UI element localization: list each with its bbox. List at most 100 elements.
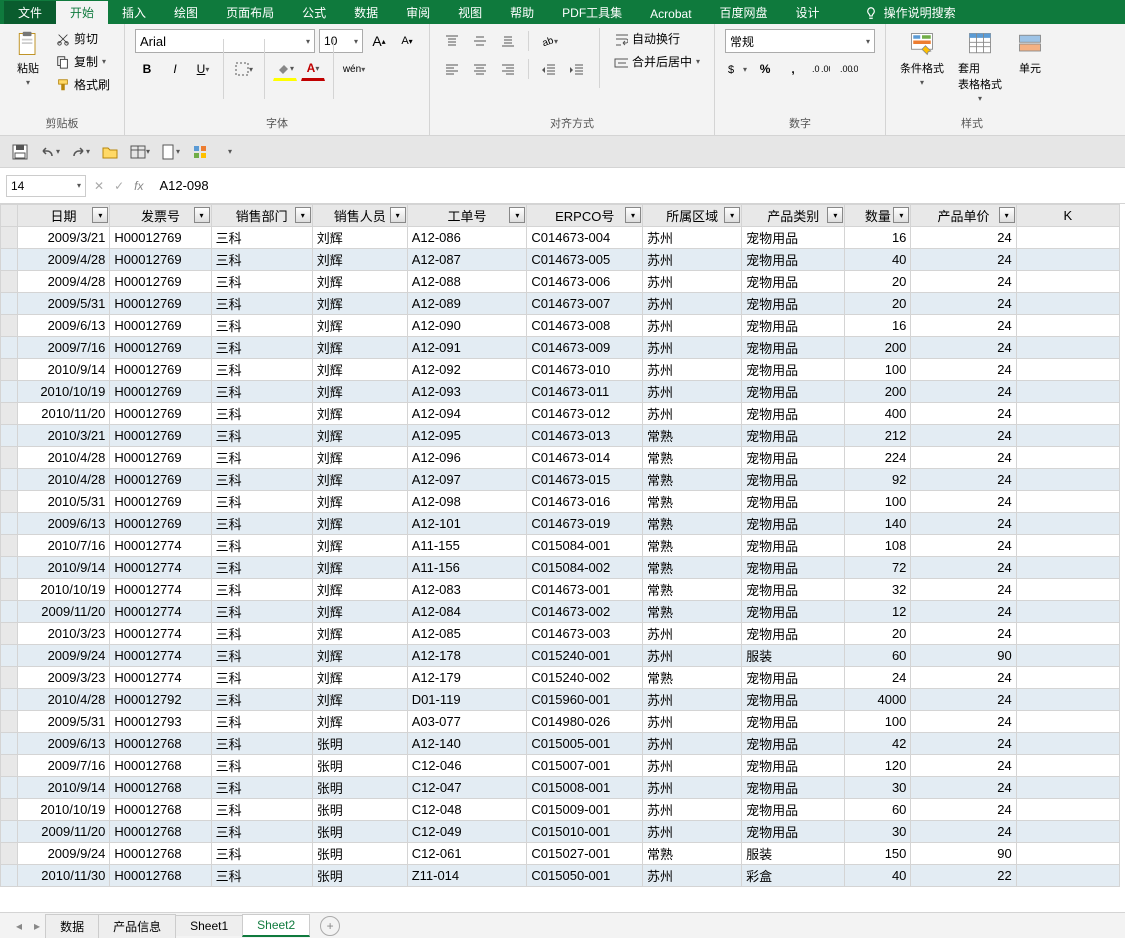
cell[interactable]: C014673-008 <box>527 315 643 337</box>
row-header[interactable] <box>1 293 18 315</box>
cell[interactable]: H00012769 <box>110 425 211 447</box>
cell[interactable]: C014673-006 <box>527 271 643 293</box>
column-header[interactable]: 所属区域▾ <box>643 205 742 227</box>
tab-acrobat[interactable]: Acrobat <box>636 4 705 24</box>
cell[interactable]: 2009/7/16 <box>17 337 110 359</box>
cell[interactable]: 2010/11/20 <box>17 403 110 425</box>
cell[interactable]: 2010/10/19 <box>17 799 110 821</box>
cell[interactable]: 20 <box>845 623 911 645</box>
cell-styles-button[interactable]: 单元 <box>1012 28 1048 78</box>
cell[interactable]: 20 <box>845 271 911 293</box>
worksheet-grid[interactable]: 日期▾发票号▾销售部门▾销售人员▾工单号▾ERPCO号▾所属区域▾产品类别▾数量… <box>0 204 1125 912</box>
cell[interactable]: 苏州 <box>643 799 742 821</box>
cell[interactable]: 24 <box>911 667 1016 689</box>
cell[interactable]: 24 <box>911 557 1016 579</box>
cell[interactable]: C014673-004 <box>527 227 643 249</box>
cell[interactable]: 三科 <box>211 667 312 689</box>
cell[interactable]: 16 <box>845 227 911 249</box>
cell[interactable]: 72 <box>845 557 911 579</box>
filter-dropdown-icon[interactable]: ▾ <box>827 207 843 223</box>
cell[interactable]: A12-098 <box>407 491 527 513</box>
cell[interactable]: 2009/11/20 <box>17 821 110 843</box>
cell[interactable]: 宠物用品 <box>742 557 845 579</box>
cell[interactable]: H00012768 <box>110 777 211 799</box>
cell[interactable]: C014673-014 <box>527 447 643 469</box>
cell[interactable]: 三科 <box>211 755 312 777</box>
align-right-button[interactable] <box>496 57 520 81</box>
cell[interactable] <box>1016 271 1119 293</box>
formula-input[interactable] <box>151 176 1119 195</box>
cell[interactable]: 三科 <box>211 249 312 271</box>
cell[interactable]: 常熟 <box>643 667 742 689</box>
cell[interactable]: 24 <box>911 315 1016 337</box>
cell[interactable]: 三科 <box>211 601 312 623</box>
cell[interactable]: 三科 <box>211 865 312 887</box>
row-header[interactable] <box>1 579 18 601</box>
cell[interactable]: 2010/7/16 <box>17 535 110 557</box>
cell[interactable] <box>1016 447 1119 469</box>
tab-page-layout[interactable]: 页面布局 <box>212 1 288 24</box>
cell[interactable]: 张明 <box>312 799 407 821</box>
cell[interactable]: A12-097 <box>407 469 527 491</box>
cell[interactable]: 张明 <box>312 843 407 865</box>
cell[interactable]: 三科 <box>211 777 312 799</box>
save-button[interactable] <box>8 140 32 164</box>
align-middle-button[interactable] <box>468 29 492 53</box>
cell[interactable]: 24 <box>911 601 1016 623</box>
cell[interactable]: C015027-001 <box>527 843 643 865</box>
cell[interactable]: C014673-005 <box>527 249 643 271</box>
cell[interactable]: 刘辉 <box>312 381 407 403</box>
cell[interactable]: C014673-015 <box>527 469 643 491</box>
cell[interactable]: A12-096 <box>407 447 527 469</box>
cell[interactable]: 宠物用品 <box>742 623 845 645</box>
cell[interactable]: 刘辉 <box>312 447 407 469</box>
orientation-button[interactable]: ab▾ <box>537 29 561 53</box>
sheet-nav-prev[interactable]: ◂ <box>10 919 28 933</box>
cell[interactable]: A12-086 <box>407 227 527 249</box>
cell[interactable]: 90 <box>911 645 1016 667</box>
row-header[interactable] <box>1 447 18 469</box>
cell[interactable]: 刘辉 <box>312 689 407 711</box>
row-header[interactable] <box>1 711 18 733</box>
cell[interactable]: 三科 <box>211 447 312 469</box>
cell[interactable]: 常熟 <box>643 601 742 623</box>
bold-button[interactable]: B <box>135 57 159 81</box>
row-header[interactable] <box>1 821 18 843</box>
cell[interactable]: 2010/10/19 <box>17 579 110 601</box>
row-header[interactable] <box>1 337 18 359</box>
cell[interactable]: 刘辉 <box>312 293 407 315</box>
cell[interactable]: 常熟 <box>643 447 742 469</box>
cell[interactable]: A12-101 <box>407 513 527 535</box>
decrease-decimal-button[interactable]: .00.0 <box>837 57 861 81</box>
row-header[interactable] <box>1 513 18 535</box>
cell[interactable]: 16 <box>845 315 911 337</box>
tab-view[interactable]: 视图 <box>444 1 496 24</box>
cell[interactable]: 苏州 <box>643 755 742 777</box>
column-header[interactable]: 产品类别▾ <box>742 205 845 227</box>
cell[interactable]: 刘辉 <box>312 359 407 381</box>
filter-dropdown-icon[interactable]: ▾ <box>295 207 311 223</box>
wrap-text-button[interactable]: 自动换行 <box>610 28 704 49</box>
cell[interactable]: C015005-001 <box>527 733 643 755</box>
qat-unknown-button-2[interactable]: ▾ <box>158 140 182 164</box>
cell[interactable]: 三科 <box>211 799 312 821</box>
cell[interactable]: 400 <box>845 403 911 425</box>
cell[interactable]: C014673-012 <box>527 403 643 425</box>
cut-button[interactable]: 剪切 <box>52 28 114 49</box>
cell[interactable] <box>1016 249 1119 271</box>
select-all-cell[interactable] <box>1 205 18 227</box>
cell[interactable]: 彩盒 <box>742 865 845 887</box>
cell[interactable]: C015240-001 <box>527 645 643 667</box>
cell[interactable]: H00012769 <box>110 227 211 249</box>
cell[interactable]: 刘辉 <box>312 425 407 447</box>
cell[interactable]: H00012768 <box>110 821 211 843</box>
cell[interactable]: 刘辉 <box>312 315 407 337</box>
row-header[interactable] <box>1 645 18 667</box>
cell[interactable]: 宠物用品 <box>742 447 845 469</box>
cell[interactable]: A12-090 <box>407 315 527 337</box>
cell[interactable]: 宠物用品 <box>742 513 845 535</box>
row-header[interactable] <box>1 843 18 865</box>
tab-help[interactable]: 帮助 <box>496 1 548 24</box>
cell[interactable]: 刘辉 <box>312 535 407 557</box>
sheet-tab-product-info[interactable]: 产品信息 <box>98 914 176 938</box>
